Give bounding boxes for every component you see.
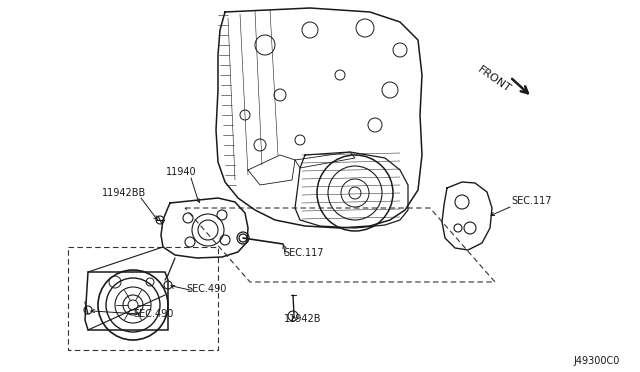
Text: SEC.117: SEC.117 xyxy=(511,196,552,206)
Text: 11942B: 11942B xyxy=(284,314,321,324)
Text: SEC.117: SEC.117 xyxy=(283,248,323,258)
Text: FRONT: FRONT xyxy=(476,64,513,94)
Text: J49300C0: J49300C0 xyxy=(573,356,620,366)
Text: SEC.490: SEC.490 xyxy=(133,309,173,319)
Text: SEC.490: SEC.490 xyxy=(186,284,227,294)
Text: 11940: 11940 xyxy=(166,167,196,177)
Text: 11942BB: 11942BB xyxy=(102,188,147,198)
